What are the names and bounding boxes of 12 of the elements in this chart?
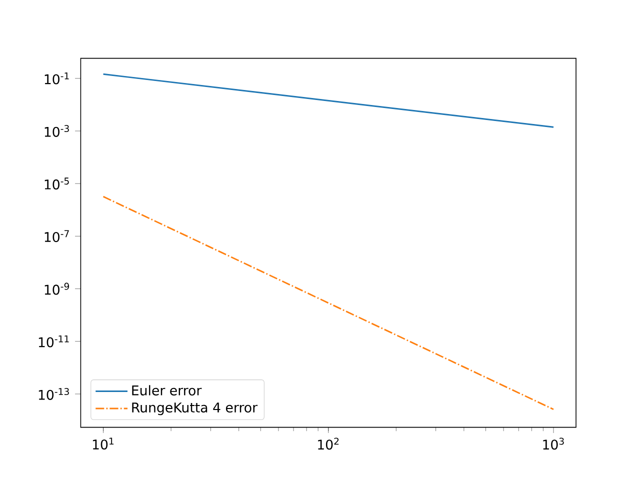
y-tick-label: 10$^{-9}$ [44,282,69,295]
x-tick-label: 10$^{2}$ [318,438,339,450]
y-tick-label: 10$^{-11}$ [38,335,69,348]
y-tick-label: 10$^{-13}$ [38,388,69,400]
y-tick-label: 10$^{-5}$ [44,178,69,190]
legend-label: RungeKutta 4 error [132,402,258,416]
y-tick-label: 10$^{-1}$ [44,72,69,84]
legend-label: Euler error [132,385,202,396]
y-tick-label: 10$^{-3}$ [44,125,69,137]
y-tick-label: 10$^{-7}$ [44,230,69,242]
x-tick-label: 10$^{1}$ [92,438,114,450]
x-tick-label: 10$^{3}$ [543,438,564,450]
